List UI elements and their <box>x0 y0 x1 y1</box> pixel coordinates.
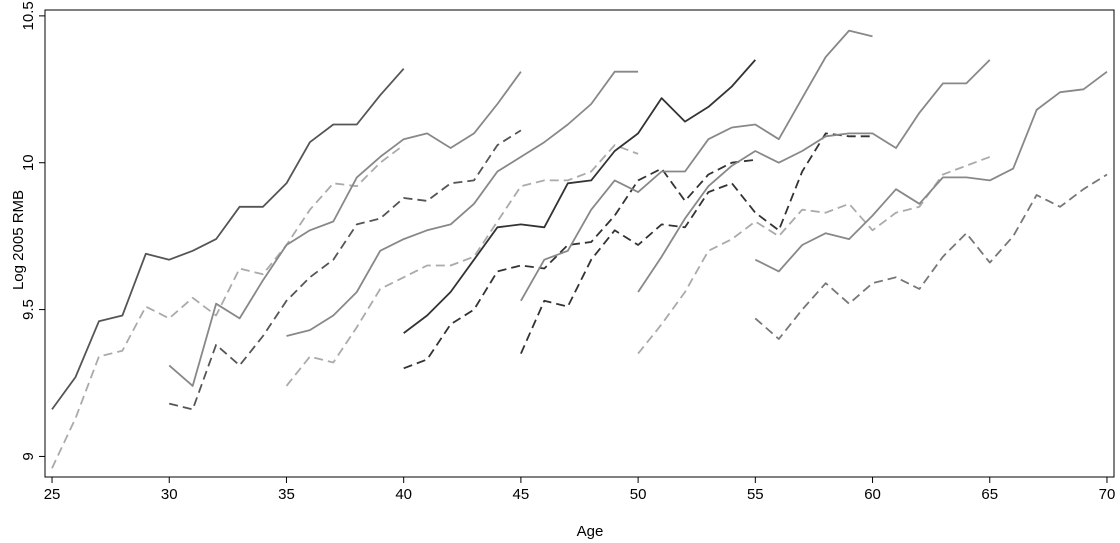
series-line-3 <box>168 71 522 387</box>
series-layer <box>51 29 1108 469</box>
y-tick-label: 10.5 <box>20 1 37 30</box>
series-line-6 <box>285 144 639 387</box>
x-axis: 25 30 35 40 45 50 55 60 65 70 <box>44 477 1116 503</box>
series-line-11 <box>637 59 991 293</box>
series-line-7 <box>403 59 756 334</box>
series-line-4 <box>168 129 522 411</box>
series-line-5 <box>286 70 639 337</box>
series-line-14 <box>754 173 1108 340</box>
series-line-2 <box>51 144 405 469</box>
plot-border <box>44 9 1115 478</box>
x-tick-label: 55 <box>747 486 764 503</box>
y-tick-label: 9 <box>20 452 37 460</box>
series-line-9 <box>520 29 873 302</box>
y-axis: 9 9.5 10 10.5 <box>20 1 45 461</box>
x-tick-label: 30 <box>161 486 178 503</box>
y-tick-label: 9.5 <box>20 299 37 320</box>
series-line-1 <box>51 68 405 410</box>
x-tick-label: 70 <box>1099 486 1116 503</box>
x-tick-label: 40 <box>395 486 412 503</box>
series-line-13 <box>754 70 1108 273</box>
x-tick-label: 60 <box>864 486 881 503</box>
plot-frame <box>44 9 1115 478</box>
y-tick-label: 10 <box>20 154 37 171</box>
x-tick-label: 35 <box>278 486 295 503</box>
x-tick-label: 45 <box>513 486 530 503</box>
x-tick-label: 25 <box>44 486 61 503</box>
x-tick-label: 50 <box>630 486 647 503</box>
x-axis-title: Age <box>577 523 604 540</box>
y-axis-title: Log 2005 RMB <box>10 190 27 290</box>
series-line-8 <box>403 158 756 370</box>
x-tick-label: 65 <box>981 486 998 503</box>
series-line-12 <box>637 156 991 355</box>
